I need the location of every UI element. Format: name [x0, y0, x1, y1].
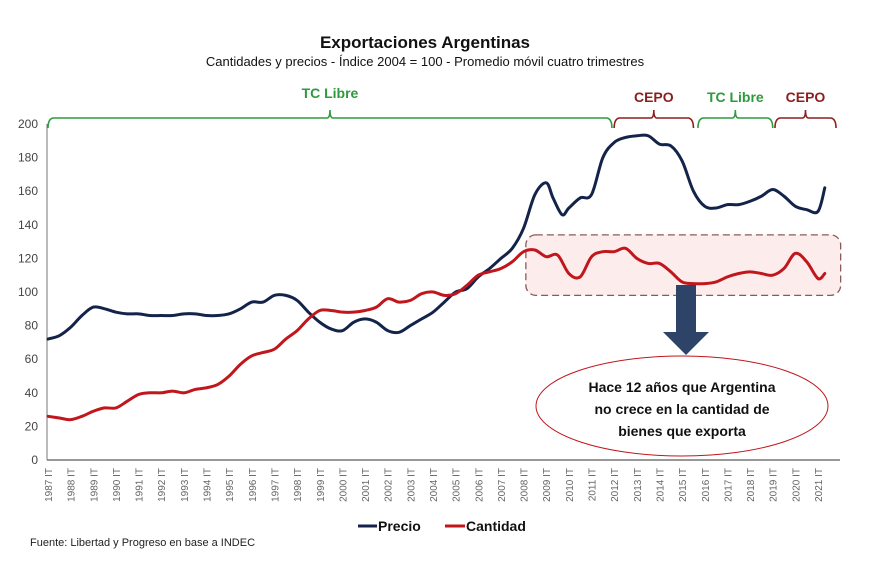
y-tick-label: 180: [18, 151, 38, 165]
y-tick-label: 40: [25, 386, 39, 400]
chart-subtitle: Cantidades y precios - Índice 2004 = 100…: [206, 54, 645, 69]
callout-line-2: no crece en la cantidad de: [594, 401, 769, 417]
x-tick-label: 2005 IT: [452, 468, 463, 502]
legend: Precio Cantidad: [358, 518, 526, 534]
series-line-cantidad: [46, 246, 827, 422]
x-tick-label: 1994 IT: [203, 468, 214, 502]
callout-line-1: Hace 12 años que Argentina: [589, 379, 776, 395]
y-tick-label: 160: [18, 184, 38, 198]
x-tick-label: 2018 IT: [746, 468, 757, 502]
chart-title: Exportaciones Argentinas: [320, 33, 530, 52]
period-label: CEPO: [786, 89, 826, 105]
callout-ellipse: [535, 355, 829, 457]
x-tick-label: 2004 IT: [429, 468, 440, 502]
series-layer: [46, 133, 827, 422]
period-label: CEPO: [634, 89, 674, 105]
y-tick-label: 140: [18, 218, 38, 232]
callout: Hace 12 años que Argentina no crece en l…: [535, 355, 829, 457]
x-tick-label: 1990 IT: [112, 468, 123, 502]
arrow-layer: [663, 285, 709, 355]
y-tick-label: 80: [25, 319, 39, 333]
x-tick-label: 1989 IT: [89, 468, 100, 502]
y-tick-label: 120: [18, 251, 38, 265]
x-tick-label: 2000 IT: [338, 468, 349, 502]
y-axis: 0 20 40 60 80 100 120 140 160 180 200: [18, 117, 48, 467]
x-tick-label: 2015 IT: [678, 468, 689, 502]
x-tick-label: 1991 IT: [135, 468, 146, 502]
x-tick-label: 2017 IT: [723, 468, 734, 502]
y-tick-label: 0: [31, 453, 38, 467]
period-label: TC Libre: [707, 89, 764, 105]
x-tick-label: 1999 IT: [316, 468, 327, 502]
x-tick-label: 2019 IT: [769, 468, 780, 502]
period-bracket: [774, 109, 837, 129]
down-arrow-icon: [663, 285, 709, 355]
y-tick-label: 20: [25, 419, 39, 433]
legend-label-cantidad: Cantidad: [466, 518, 526, 534]
series-line-precio: [46, 133, 827, 341]
y-tick-label: 100: [18, 285, 38, 299]
x-tick-label: 1996 IT: [248, 468, 259, 502]
x-tick-label: 1998 IT: [293, 468, 304, 502]
x-axis: 1987 IT 1988 IT 1989 IT 1990 IT 1991 IT 1992 …: [44, 459, 840, 502]
x-tick-label: 1992 IT: [157, 468, 168, 502]
y-tick-label: 60: [25, 352, 39, 366]
x-tick-label: 1997 IT: [270, 468, 281, 502]
source-note: Fuente: Libertad y Progreso en base a IN…: [30, 537, 255, 549]
x-tick-label: 1987 IT: [44, 468, 55, 502]
x-tick-label: 2009 IT: [542, 468, 553, 502]
x-tick-label: 2014 IT: [655, 468, 666, 502]
period-label: TC Libre: [302, 85, 359, 101]
period-bracket: [613, 109, 695, 129]
callout-line-3: bienes que exporta: [618, 423, 746, 439]
x-tick-label: 2013 IT: [633, 468, 644, 502]
x-tick-label: 2002 IT: [384, 468, 395, 502]
x-tick-label: 1995 IT: [225, 468, 236, 502]
y-tick-label: 200: [18, 117, 38, 131]
x-tick-label: 1988 IT: [67, 468, 78, 502]
x-tick-label: 2003 IT: [406, 468, 417, 502]
x-tick-label: 2001 IT: [361, 468, 372, 502]
period-bracket: [697, 109, 774, 129]
x-tick-label: 2010 IT: [565, 468, 576, 502]
x-tick-label: 2016 IT: [701, 468, 712, 502]
x-tick-label: 2020 IT: [791, 468, 802, 502]
period-brackets: TC Libre CEPO TC Libre CEPO: [47, 85, 837, 129]
x-tick-label: 2007 IT: [497, 468, 508, 502]
x-tick-label: 2011 IT: [588, 468, 599, 501]
period-bracket: [47, 109, 613, 129]
x-tick-label: 2006 IT: [474, 468, 485, 502]
x-tick-label: 1993 IT: [180, 468, 191, 502]
x-tick-label: 2021 IT: [814, 468, 825, 502]
x-tick-label: 2012 IT: [610, 468, 621, 502]
legend-label-precio: Precio: [378, 518, 421, 534]
x-tick-label: 2008 IT: [520, 468, 531, 502]
